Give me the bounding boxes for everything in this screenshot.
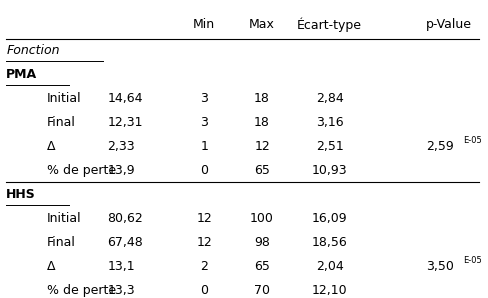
Text: % de perte: % de perte: [47, 164, 116, 177]
Text: 0: 0: [200, 164, 208, 177]
Text: 2,33: 2,33: [107, 140, 135, 153]
Text: 0: 0: [200, 284, 208, 297]
Text: 98: 98: [254, 236, 270, 249]
Text: 2,59: 2,59: [426, 140, 454, 153]
Text: E-05: E-05: [464, 256, 482, 265]
Text: 3: 3: [200, 116, 208, 129]
Text: Max: Max: [249, 18, 275, 31]
Text: 18: 18: [254, 92, 270, 105]
Text: 10,93: 10,93: [312, 164, 347, 177]
Text: 80,62: 80,62: [107, 212, 143, 225]
Text: Min: Min: [193, 18, 215, 31]
Text: 13,3: 13,3: [107, 284, 135, 297]
Text: Δ: Δ: [47, 140, 56, 153]
Text: Fonction: Fonction: [6, 44, 60, 57]
Text: 13,1: 13,1: [107, 260, 135, 273]
Text: 13,9: 13,9: [107, 164, 135, 177]
Text: 12,31: 12,31: [107, 116, 143, 129]
Text: 3: 3: [200, 92, 208, 105]
Text: Initial: Initial: [47, 212, 82, 225]
Text: 100: 100: [250, 212, 274, 225]
Text: Écart-type: Écart-type: [297, 17, 362, 32]
Text: 12: 12: [196, 236, 212, 249]
Text: 14,64: 14,64: [107, 92, 143, 105]
Text: 67,48: 67,48: [107, 236, 143, 249]
Text: E-05: E-05: [464, 136, 482, 145]
Text: 70: 70: [254, 284, 270, 297]
Text: 18: 18: [254, 116, 270, 129]
Text: % de perte: % de perte: [47, 284, 116, 297]
Text: 1: 1: [200, 140, 208, 153]
Text: 16,09: 16,09: [312, 212, 347, 225]
Text: 18,56: 18,56: [312, 236, 347, 249]
Text: 3,50: 3,50: [426, 260, 454, 273]
Text: 3,16: 3,16: [316, 116, 344, 129]
Text: Final: Final: [47, 116, 76, 129]
Text: Initial: Initial: [47, 92, 82, 105]
Text: 2,04: 2,04: [316, 260, 344, 273]
Text: p-Value: p-Value: [426, 18, 472, 31]
Text: 65: 65: [254, 260, 270, 273]
Text: Final: Final: [47, 236, 76, 249]
Text: 2,84: 2,84: [316, 92, 344, 105]
Text: HHS: HHS: [6, 188, 36, 201]
Text: 2: 2: [200, 260, 208, 273]
Text: 12,10: 12,10: [312, 284, 347, 297]
Text: 2,51: 2,51: [316, 140, 344, 153]
Text: 65: 65: [254, 164, 270, 177]
Text: 12: 12: [196, 212, 212, 225]
Text: Δ: Δ: [47, 260, 56, 273]
Text: PMA: PMA: [6, 68, 38, 81]
Text: 12: 12: [254, 140, 270, 153]
